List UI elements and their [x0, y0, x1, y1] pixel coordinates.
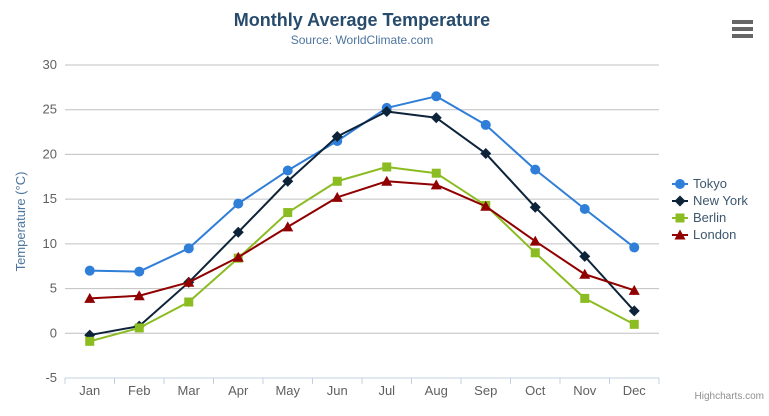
data-point-berlin[interactable] — [431, 168, 441, 178]
data-point-london[interactable] — [430, 179, 442, 190]
data-point-london[interactable] — [529, 235, 541, 246]
x-axis-tick-label: Jul — [378, 383, 395, 398]
circle-marker-icon — [672, 178, 688, 189]
data-point-tokyo[interactable] — [480, 119, 491, 130]
legend-item-new-york[interactable]: New York — [672, 192, 748, 209]
data-point-new-york[interactable] — [529, 201, 541, 213]
data-point-new-york[interactable] — [579, 250, 591, 262]
data-point-berlin[interactable] — [85, 336, 95, 346]
data-point-new-york[interactable] — [282, 175, 294, 187]
data-point-london[interactable] — [331, 191, 343, 202]
data-point-berlin[interactable] — [382, 162, 392, 172]
y-axis-tick-label: 10 — [43, 236, 57, 251]
x-axis-tick-label: Apr — [228, 383, 249, 398]
legend-label: London — [693, 227, 737, 242]
x-axis-tick-label: May — [275, 383, 300, 398]
hamburger-icon — [732, 20, 753, 24]
data-point-berlin[interactable] — [530, 248, 540, 258]
hamburger-icon — [732, 27, 753, 31]
credits-link[interactable]: Highcharts.com — [694, 391, 764, 402]
data-point-tokyo[interactable] — [431, 91, 442, 102]
x-axis-tick-label: Dec — [623, 383, 647, 398]
hamburger-icon — [732, 34, 753, 38]
data-point-tokyo[interactable] — [579, 203, 590, 214]
data-point-tokyo[interactable] — [134, 266, 145, 277]
legend-item-tokyo[interactable]: Tokyo — [672, 175, 748, 192]
data-point-berlin[interactable] — [629, 319, 639, 329]
legend-marker-new-york[interactable] — [674, 195, 686, 206]
legend-item-london[interactable]: London — [672, 226, 748, 243]
data-point-berlin[interactable] — [283, 208, 293, 218]
data-point-tokyo[interactable] — [183, 243, 194, 254]
y-axis-title: Temperature (°C) — [13, 172, 28, 272]
data-point-london[interactable] — [232, 251, 244, 262]
x-axis-tick-label: Aug — [425, 383, 448, 398]
legend-marker-berlin[interactable] — [675, 213, 685, 222]
x-axis-tick-label: Nov — [573, 383, 597, 398]
y-axis-tick-label: -5 — [45, 370, 57, 385]
triangle-marker-icon — [672, 229, 688, 239]
data-point-new-york[interactable] — [430, 112, 442, 124]
data-point-tokyo[interactable] — [233, 198, 244, 209]
data-point-london[interactable] — [183, 276, 195, 287]
y-axis-tick-label: 0 — [50, 325, 57, 340]
x-axis-tick-label: Mar — [178, 383, 201, 398]
data-point-london[interactable] — [579, 268, 591, 279]
y-axis-tick-label: 30 — [43, 57, 57, 72]
y-axis-tick-label: 25 — [43, 102, 57, 117]
data-point-berlin[interactable] — [580, 293, 590, 303]
legend-label: New York — [693, 193, 748, 208]
series-london — [84, 175, 640, 303]
data-point-london[interactable] — [84, 292, 96, 303]
legend-item-berlin[interactable]: Berlin — [672, 209, 748, 226]
chart-subtitle: Source: WorldClimate.com — [290, 33, 434, 47]
square-marker-icon — [672, 213, 688, 222]
data-point-new-york[interactable] — [480, 148, 492, 160]
y-axis-tick-label: 20 — [43, 146, 57, 161]
y-axis-tick-label: 15 — [43, 191, 57, 206]
data-point-berlin[interactable] — [134, 323, 144, 333]
series-tokyo — [84, 91, 640, 277]
series-line-london[interactable] — [88, 180, 636, 300]
legend-marker-london[interactable] — [674, 229, 686, 239]
data-point-london[interactable] — [480, 200, 492, 211]
data-point-london[interactable] — [282, 221, 294, 232]
data-point-berlin[interactable] — [332, 176, 342, 186]
data-point-tokyo[interactable] — [530, 164, 541, 175]
y-axis-tick-label: 5 — [50, 281, 57, 296]
data-point-london[interactable] — [381, 175, 393, 186]
x-axis-tick-label: Jan — [79, 383, 100, 398]
series-line-tokyo[interactable] — [88, 95, 636, 273]
data-point-berlin[interactable] — [184, 297, 194, 307]
series-line-berlin[interactable] — [88, 165, 636, 343]
legend-marker-tokyo[interactable] — [675, 178, 685, 189]
legend-label: Berlin — [693, 210, 727, 225]
series-new-york — [84, 106, 640, 341]
x-axis-tick-label: Feb — [128, 383, 150, 398]
data-point-new-york[interactable] — [381, 106, 393, 118]
data-point-tokyo[interactable] — [629, 242, 640, 253]
data-point-london[interactable] — [133, 290, 145, 301]
series-line-new-york[interactable] — [88, 110, 636, 337]
legend: Tokyo New York Berlin London — [672, 175, 748, 243]
data-point-new-york[interactable] — [331, 131, 343, 143]
x-axis-tick-label: Sep — [474, 383, 497, 398]
data-point-london[interactable] — [628, 284, 640, 295]
data-point-tokyo[interactable] — [282, 165, 293, 176]
data-point-new-york[interactable] — [232, 226, 244, 238]
data-point-tokyo[interactable] — [84, 265, 95, 276]
export-menu-button[interactable] — [731, 19, 754, 39]
chart-title: Monthly Average Temperature — [233, 10, 491, 30]
diamond-marker-icon — [672, 195, 688, 206]
data-point-new-york[interactable] — [628, 305, 640, 317]
x-axis-tick-label: Jun — [327, 383, 348, 398]
x-axis-tick-label: Oct — [525, 383, 546, 398]
legend-label: Tokyo — [693, 176, 727, 191]
